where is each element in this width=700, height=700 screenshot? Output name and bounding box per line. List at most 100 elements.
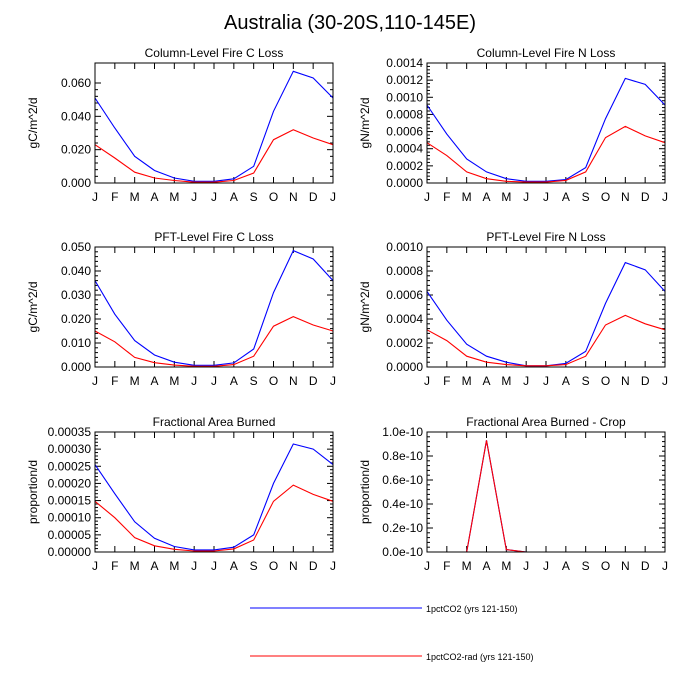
x-tick-label: O <box>601 374 610 388</box>
y-tick-label: 0.0014 <box>386 56 423 70</box>
series-line-red <box>94 484 334 552</box>
y-tick-label: 0.000 <box>61 360 91 374</box>
x-tick-label: J <box>92 190 98 204</box>
x-tick-label: J <box>662 559 668 573</box>
plot-frame <box>94 431 334 553</box>
y-tick-label: 0.00000 <box>48 545 92 559</box>
y-tick-label: 0.020 <box>61 143 91 157</box>
x-tick-label: J <box>662 374 668 388</box>
panel-4: PFT-Level Fire N Loss gN/m^2/d 0.0000 0.000… <box>358 230 668 388</box>
y-tick-label: 0.0002 <box>386 159 423 173</box>
x-tick-label: A <box>150 190 158 204</box>
plot-frame <box>94 62 334 184</box>
y-tick-label: 0.0012 <box>386 73 423 87</box>
x-tick-label: N <box>289 374 298 388</box>
series-line-blue <box>426 77 666 182</box>
x-tick-label: M <box>501 374 511 388</box>
series-line-blue <box>94 70 334 182</box>
x-tick-label: J <box>523 190 529 204</box>
series-line-red <box>426 125 666 183</box>
x-tick-label: J <box>211 559 217 573</box>
y-tick-label: 0.050 <box>61 240 91 254</box>
y-tick-label: 1.0e-10 <box>382 425 423 439</box>
x-tick-label: A <box>562 190 570 204</box>
x-tick-label: D <box>641 559 650 573</box>
x-tick-label: S <box>250 374 258 388</box>
x-tick-label: M <box>130 190 140 204</box>
panel-6: Fractional Area Burned - Crop proportion/… <box>358 415 668 573</box>
x-tick-label: J <box>330 190 336 204</box>
x-tick-label: N <box>621 190 630 204</box>
x-tick-label: M <box>169 374 179 388</box>
y-tick-label: 0.0002 <box>386 336 423 350</box>
legend-label: 1pctCO2-rad (yrs 121-150) <box>426 652 534 662</box>
x-tick-label: D <box>641 374 650 388</box>
x-tick-label: A <box>230 559 238 573</box>
panel-title: Column-Level Fire N Loss <box>477 46 616 60</box>
x-tick-label: J <box>191 190 197 204</box>
x-tick-label: O <box>269 374 278 388</box>
plot-frame <box>426 62 666 184</box>
x-tick-label: M <box>462 190 472 204</box>
x-tick-label: F <box>443 559 450 573</box>
x-tick-label: J <box>543 559 549 573</box>
y-tick-label: 0.0004 <box>386 312 423 326</box>
x-tick-label: O <box>601 190 610 204</box>
series-line-blue <box>427 440 665 553</box>
x-tick-label: M <box>462 374 472 388</box>
y-tick-label: 0.00035 <box>48 425 92 439</box>
y-tick-label: 0.8e-10 <box>382 449 423 463</box>
series-line-red <box>94 315 334 367</box>
x-tick-label: A <box>562 559 570 573</box>
panel-title: PFT-Level Fire C Loss <box>154 230 273 244</box>
x-tick-label: F <box>443 190 450 204</box>
y-tick-label: 0.0010 <box>386 240 423 254</box>
x-tick-label: N <box>621 374 630 388</box>
x-tick-label: J <box>424 374 430 388</box>
series-line-red <box>94 129 334 183</box>
y-tick-label: 0.040 <box>61 109 91 123</box>
x-tick-label: J <box>330 374 336 388</box>
panel-3: PFT-Level Fire C Loss gC/m^2/d 0.000 0.010 0… <box>26 230 336 388</box>
y-axis-label: gC/m^2/d <box>26 282 40 333</box>
x-tick-label: M <box>501 559 511 573</box>
y-tick-label: 0.00020 <box>48 476 92 490</box>
panel-title: PFT-Level Fire N Loss <box>486 230 605 244</box>
series-line-blue <box>94 443 334 551</box>
x-tick-label: J <box>523 374 529 388</box>
series-line-red <box>427 440 665 553</box>
x-tick-label: S <box>582 374 590 388</box>
y-tick-label: 0.020 <box>61 312 91 326</box>
x-tick-label: J <box>424 190 430 204</box>
x-tick-label: M <box>169 559 179 573</box>
legend-label: 1pctCO2 (yrs 121-150) <box>426 604 518 614</box>
x-tick-label: O <box>601 559 610 573</box>
panel-title: Fractional Area Burned <box>153 415 276 429</box>
x-tick-label: M <box>501 190 511 204</box>
x-tick-label: F <box>111 559 118 573</box>
panel-1: Column-Level Fire C Loss gC/m^2/d 0.000 0.0… <box>26 46 336 204</box>
y-tick-label: 0.000 <box>61 176 91 190</box>
x-tick-label: F <box>111 190 118 204</box>
y-tick-label: 0.0e-10 <box>382 545 423 559</box>
x-tick-label: M <box>169 190 179 204</box>
x-tick-label: S <box>582 190 590 204</box>
y-tick-label: 0.00010 <box>48 511 92 525</box>
x-tick-label: N <box>289 559 298 573</box>
x-tick-label: N <box>289 190 298 204</box>
y-tick-label: 0.00030 <box>48 442 92 456</box>
panel-2: Column-Level Fire N Loss gN/m^2/d 0.0000 0.… <box>358 46 668 204</box>
x-tick-label: D <box>641 190 650 204</box>
y-tick-label: 0.2e-10 <box>382 521 423 535</box>
x-tick-label: N <box>621 559 630 573</box>
x-tick-label: J <box>92 559 98 573</box>
x-tick-label: A <box>150 374 158 388</box>
y-axis-label: gC/m^2/d <box>26 98 40 149</box>
x-tick-label: A <box>150 559 158 573</box>
x-tick-label: A <box>562 374 570 388</box>
series-line-blue <box>426 261 666 367</box>
x-tick-label: A <box>482 374 490 388</box>
y-tick-label: 0.0000 <box>386 360 423 374</box>
x-tick-label: M <box>130 559 140 573</box>
